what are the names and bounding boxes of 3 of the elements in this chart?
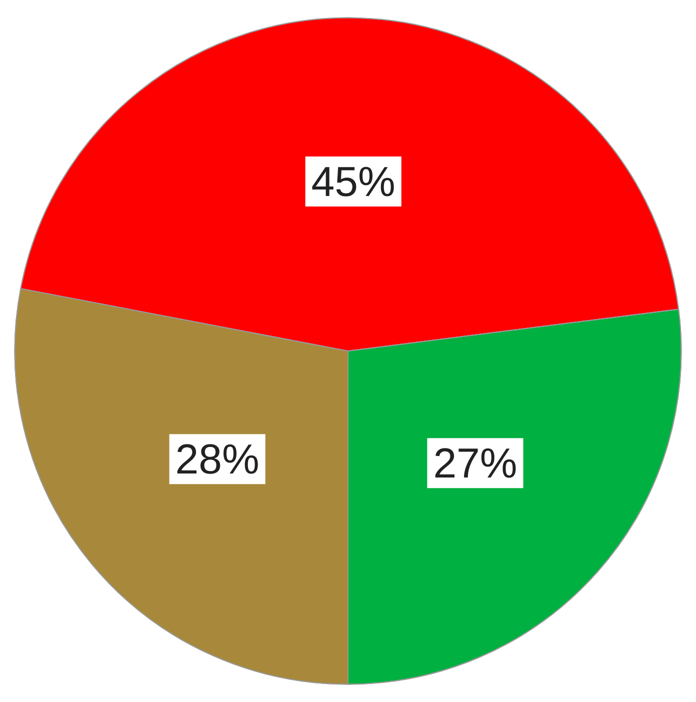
data-label: 28% xyxy=(175,436,260,483)
data-label: 45% xyxy=(311,158,396,205)
data-label: 27% xyxy=(433,440,518,487)
